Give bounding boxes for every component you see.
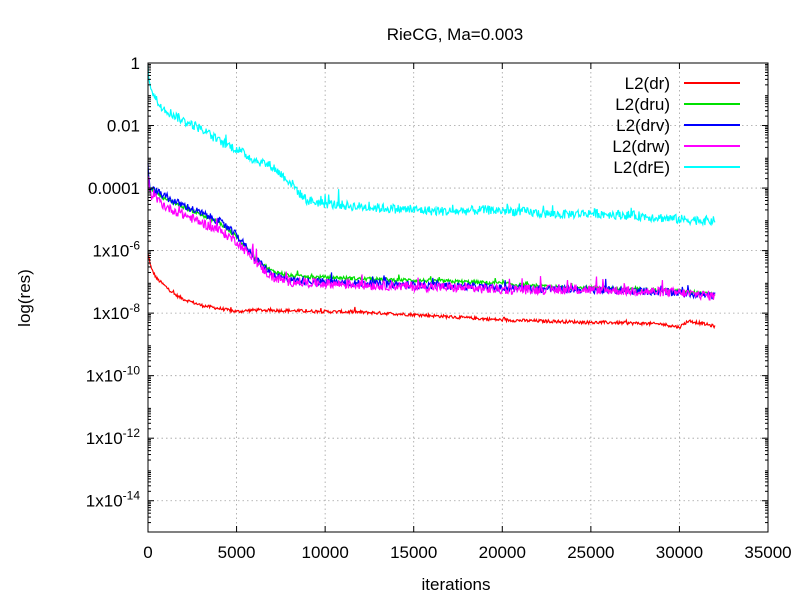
legend-label: L2(drw) xyxy=(612,137,670,156)
y-tick-label: 1x10-8 xyxy=(92,301,140,323)
x-tick-label: 20000 xyxy=(479,543,526,562)
x-axis-label: iterations xyxy=(422,575,491,594)
y-tick-label: 1x10-6 xyxy=(92,239,140,261)
y-tick-label: 1x10-14 xyxy=(86,489,141,511)
chart-title: RieCG, Ma=0.003 xyxy=(387,25,524,44)
y-tick-label: 0.01 xyxy=(107,117,140,136)
plot-frame xyxy=(148,63,768,532)
x-tick-label: 0 xyxy=(143,543,152,562)
x-tick-label: 25000 xyxy=(567,543,614,562)
legend-label: L2(drE) xyxy=(613,158,670,177)
legend-label: L2(drv) xyxy=(616,116,670,135)
x-tick-label: 30000 xyxy=(656,543,703,562)
x-tick-label: 15000 xyxy=(390,543,437,562)
axis-ticks: 0 5000 10000 15000 20000 25000 30000 35000 1 0.01… xyxy=(86,54,792,562)
x-tick-label: 10000 xyxy=(302,543,349,562)
series-line-1 xyxy=(148,169,715,296)
y-tick-label: 1 xyxy=(131,54,140,73)
x-tick-label: 5000 xyxy=(218,543,256,562)
y-tick-label: 1x10-12 xyxy=(86,426,141,448)
grid xyxy=(148,63,768,532)
y-tick-label: 0.0001 xyxy=(88,179,140,198)
legend: L2(dr) L2(dru) L2(drv) L2(drw) L2(drE) xyxy=(612,74,740,177)
y-axis-label: log(res) xyxy=(15,269,34,327)
legend-label: L2(dr) xyxy=(625,74,670,93)
y-tick-label: 1x10-10 xyxy=(86,364,141,386)
x-tick-label: 35000 xyxy=(744,543,791,562)
legend-label: L2(dru) xyxy=(615,95,670,114)
